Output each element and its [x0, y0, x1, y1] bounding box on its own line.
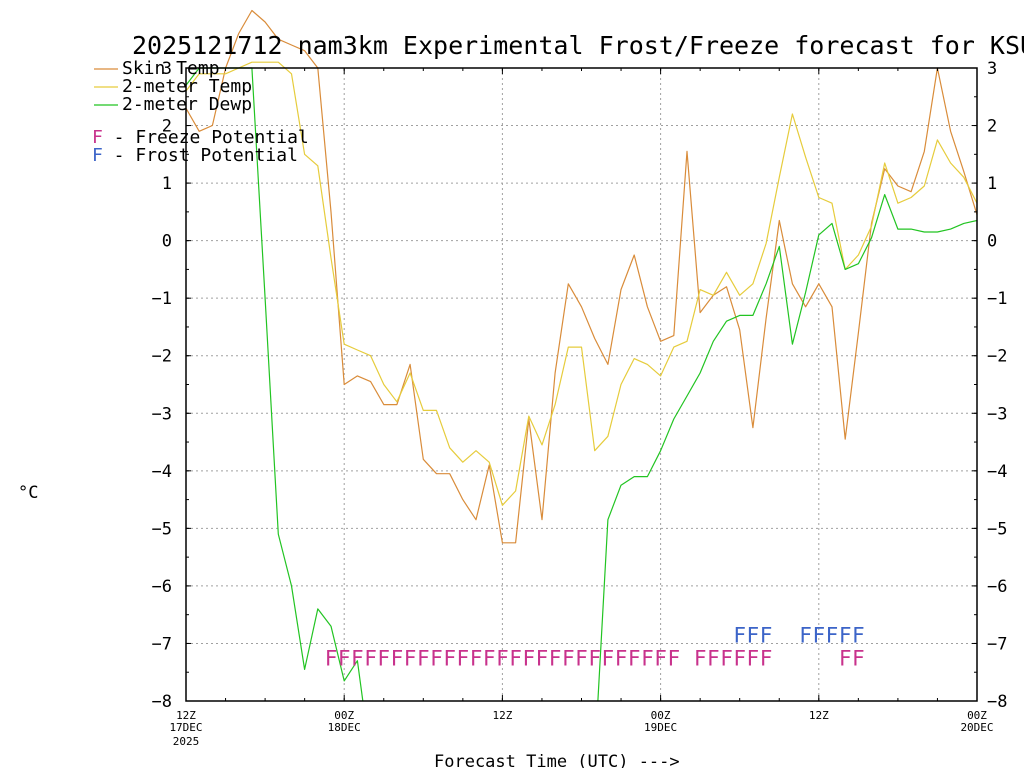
series-line-2-meter-dewp [186, 67, 977, 701]
y-tick-label-right: −7 [987, 634, 1007, 654]
legend-note-letter: F [92, 127, 103, 148]
freeze-flag: F [430, 647, 443, 671]
freeze-flag: F [694, 647, 707, 671]
legend-label: Skin Temp [122, 58, 220, 79]
freeze-flag: F [667, 647, 680, 671]
frost-flag: F [760, 624, 773, 648]
y-tick-label-right: −3 [987, 404, 1007, 424]
chart-title: 2025121712 nam3km Experimental Frost/Fre… [132, 31, 1024, 60]
x-tick-label: 12Z [492, 709, 512, 722]
freeze-flag: F [707, 647, 720, 671]
y-tick-label: −4 [152, 462, 172, 482]
y-tick-label-right: −2 [987, 347, 1007, 367]
freeze-flag: F [364, 647, 377, 671]
frost-flag: F [733, 624, 746, 648]
x-tick-year-label: 2025 [173, 735, 200, 748]
y-tick-label-right: −6 [987, 577, 1007, 597]
frost-freeze-flags: F F F F F F F F F F F F F F F F F F F F F F F F F F F F F F F F F F FF F F F F… [325, 624, 865, 671]
freeze-flag: F [509, 647, 522, 671]
legend-note-text: - Frost Potential [103, 145, 298, 166]
y-tick-label-right: −5 [987, 519, 1007, 539]
x-axis-label: Forecast Time (UTC) ---> [434, 752, 680, 768]
frost-flag: F [812, 624, 825, 648]
y-tick-label-right: 3 [987, 59, 997, 79]
freeze-flag: F [457, 647, 470, 671]
frost-flag: F [852, 624, 865, 648]
x-tick-label: 00Z [334, 709, 354, 722]
y-tick-label-right: 0 [987, 232, 997, 252]
legend-note: F - Freeze Potential [92, 127, 309, 148]
freeze-flag: F [733, 647, 746, 671]
y-tick-label: 1 [162, 174, 172, 194]
y-tick-label: −8 [152, 692, 172, 712]
freeze-flag: F [628, 647, 641, 671]
y-tick-label-right: −4 [987, 462, 1007, 482]
freeze-flag: F [325, 647, 338, 671]
y-tick-label: 0 [162, 232, 172, 252]
frost-flag: F [826, 624, 839, 648]
y-tick-label-right: 1 [987, 174, 997, 194]
freeze-flag: F [377, 647, 390, 671]
freeze-flag: F [351, 647, 364, 671]
frost-flag: F [747, 624, 760, 648]
freeze-flag: F [760, 647, 773, 671]
x-tick-date-label: 17DEC [169, 721, 202, 734]
legend-label: 2-meter Dewp [122, 94, 252, 115]
freeze-flag: F [654, 647, 667, 671]
freeze-flag: F [470, 647, 483, 671]
y-tick-label-right: −1 [987, 289, 1007, 309]
y-tick-label: −7 [152, 634, 172, 654]
freeze-flag: F [522, 647, 535, 671]
x-tick-label: 12Z [176, 709, 196, 722]
freeze-flag: F [536, 647, 549, 671]
freeze-flag: F [338, 647, 351, 671]
legend-note-letter: F [92, 145, 103, 166]
y-tick-label: 2 [162, 117, 172, 137]
plot-frame [185, 67, 978, 702]
y-axis-label: °C [18, 483, 38, 503]
freeze-flag: F [549, 647, 562, 671]
freeze-flag: F [588, 647, 601, 671]
freeze-flag: F [615, 647, 628, 671]
y-tick-label: −3 [152, 404, 172, 424]
freeze-flag: F [852, 647, 865, 671]
x-tick-date-label: 19DEC [644, 721, 677, 734]
freeze-flag: F [747, 647, 760, 671]
freeze-flag: F [641, 647, 654, 671]
x-tick-date-label: 18DEC [328, 721, 361, 734]
frost-flag: F [799, 624, 812, 648]
y-tick-label: −1 [152, 289, 172, 309]
freeze-flag: F [443, 647, 456, 671]
freeze-flag: F [417, 647, 430, 671]
freeze-flag: F [483, 647, 496, 671]
y-tick-label-right: −8 [987, 692, 1007, 712]
freeze-flag: F [839, 647, 852, 671]
freeze-flag: F [562, 647, 575, 671]
freeze-flag: F [720, 647, 733, 671]
axes [185, 67, 978, 702]
freeze-flag: F [404, 647, 417, 671]
frost-flag: F [839, 624, 852, 648]
legend-note-text: - Freeze Potential [103, 127, 309, 148]
legend-label: 2-meter Temp [122, 76, 252, 97]
freeze-flag: F [391, 647, 404, 671]
y-tick-label-right: 2 [987, 117, 997, 137]
y-tick-label: −5 [152, 519, 172, 539]
freeze-flag: F [602, 647, 615, 671]
x-tick-label: 00Z [967, 709, 987, 722]
x-tick-label: 00Z [651, 709, 671, 722]
y-tick-label: −6 [152, 577, 172, 597]
legend-note: F - Frost Potential [92, 145, 298, 166]
x-tick-label: 12Z [809, 709, 829, 722]
tick-labels: 3 3 2 2 1 1 0 0 −1 −1 −2 −2 −3 −3 −4 −4 −5 −5 −6 −6 −7 −7 −8 −8… [152, 59, 1008, 748]
y-tick-label: 3 [162, 59, 172, 79]
freeze-flag: F [496, 647, 509, 671]
x-tick-date-label: 20DEC [960, 721, 993, 734]
freeze-flag: F [575, 647, 588, 671]
y-tick-label: −2 [152, 347, 172, 367]
